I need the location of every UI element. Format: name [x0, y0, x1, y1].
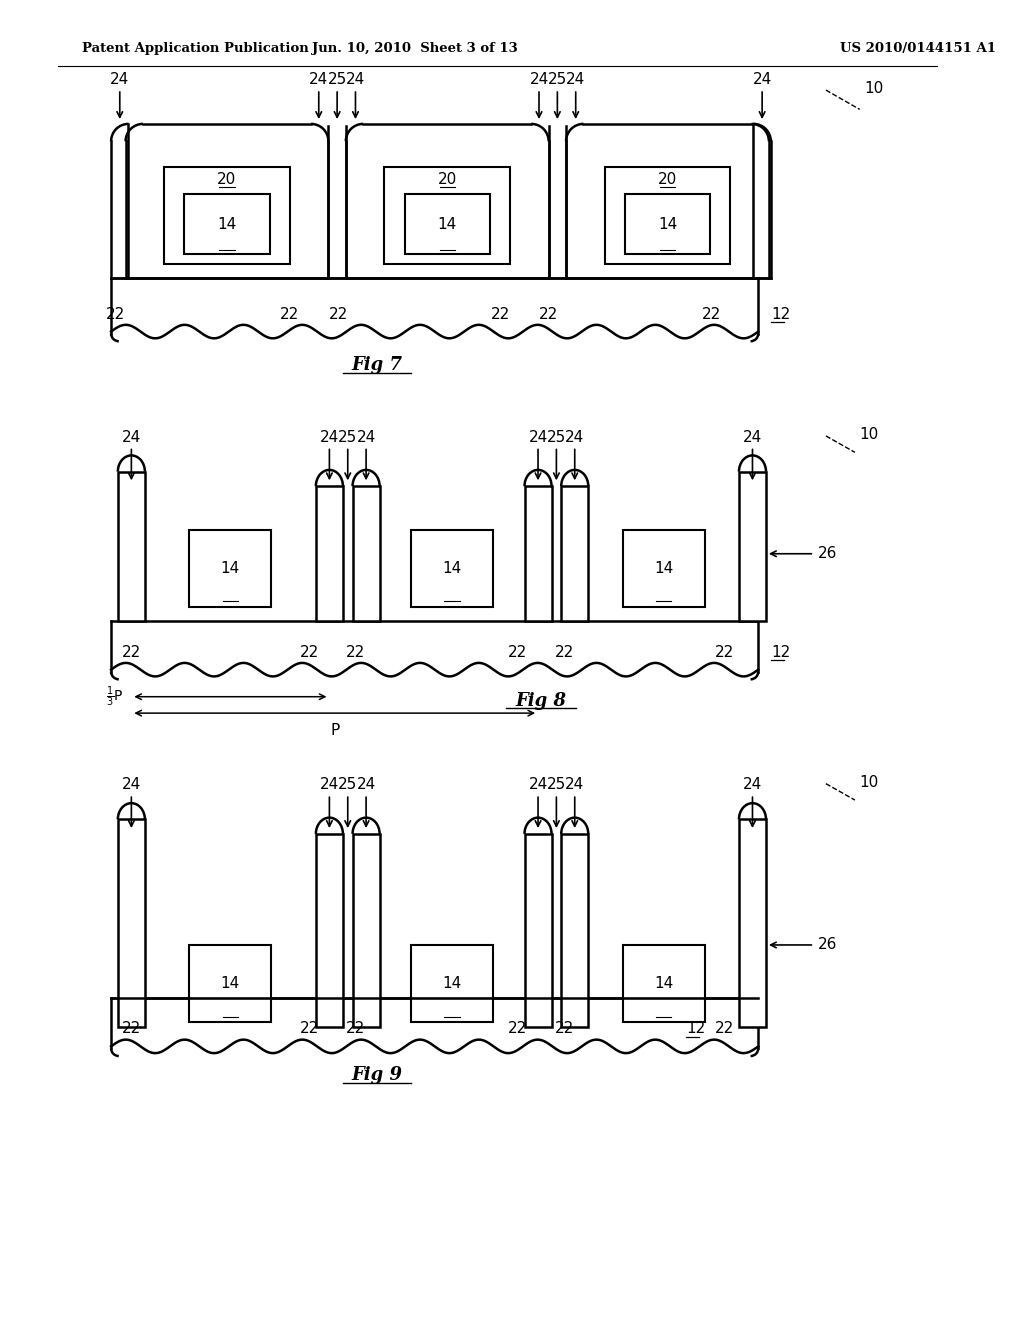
Text: 22: 22 [281, 306, 299, 322]
Text: 22: 22 [508, 644, 527, 660]
Text: 14: 14 [217, 216, 237, 232]
Bar [352, 834, 380, 1027]
Text: 25: 25 [548, 73, 567, 87]
Bar [623, 945, 705, 1022]
Text: 25: 25 [338, 777, 357, 792]
Text: 22: 22 [702, 306, 722, 322]
Text: 22: 22 [329, 306, 348, 322]
Text: Fig 7: Fig 7 [351, 356, 402, 375]
Text: 24: 24 [742, 777, 762, 792]
Bar [524, 486, 552, 622]
Bar [404, 194, 489, 255]
Text: 12: 12 [771, 306, 791, 322]
Bar [411, 945, 494, 1022]
Text: 14: 14 [442, 561, 462, 576]
Text: 22: 22 [490, 306, 510, 322]
Text: 24: 24 [528, 777, 548, 792]
Text: 22: 22 [122, 644, 141, 660]
Text: 25: 25 [338, 429, 357, 445]
Text: 14: 14 [657, 216, 677, 232]
Text: 14: 14 [221, 561, 240, 576]
Text: 24: 24 [528, 429, 548, 445]
Text: Fig 9: Fig 9 [351, 1067, 402, 1084]
Bar [118, 471, 144, 622]
Text: 24: 24 [742, 429, 762, 445]
Bar [605, 168, 730, 264]
Bar [561, 486, 588, 622]
Text: 14: 14 [437, 216, 457, 232]
Text: 22: 22 [554, 1022, 573, 1036]
Text: 24: 24 [122, 429, 141, 445]
Bar [625, 194, 710, 255]
Text: 24: 24 [566, 73, 586, 87]
Bar [184, 194, 269, 255]
Bar [739, 820, 766, 1027]
Text: 24: 24 [356, 429, 376, 445]
Text: 10: 10 [864, 81, 884, 95]
Text: 22: 22 [508, 1022, 527, 1036]
Text: 24: 24 [753, 73, 772, 87]
Bar [315, 486, 343, 622]
Bar [411, 529, 494, 607]
Text: 20: 20 [657, 173, 677, 187]
Bar [561, 834, 588, 1027]
Text: 22: 22 [539, 306, 558, 322]
Text: 24: 24 [529, 73, 549, 87]
Text: 10: 10 [860, 775, 879, 791]
Bar [189, 529, 271, 607]
Text: 14: 14 [442, 975, 462, 991]
Text: Jun. 10, 2010  Sheet 3 of 13: Jun. 10, 2010 Sheet 3 of 13 [312, 42, 518, 55]
Text: 22: 22 [122, 1022, 141, 1036]
Text: 22: 22 [106, 306, 126, 322]
Text: 25: 25 [547, 429, 566, 445]
Text: 22: 22 [346, 1022, 366, 1036]
Text: 14: 14 [654, 975, 673, 991]
Bar [352, 486, 380, 622]
Text: 14: 14 [654, 561, 673, 576]
Bar [315, 834, 343, 1027]
Text: 20: 20 [217, 173, 237, 187]
Text: 24: 24 [319, 777, 339, 792]
Bar [524, 834, 552, 1027]
Bar [164, 168, 290, 264]
Bar [623, 529, 705, 607]
Text: 14: 14 [221, 975, 240, 991]
Text: Patent Application Publication: Patent Application Publication [82, 42, 309, 55]
Text: 22: 22 [346, 644, 366, 660]
Text: 22: 22 [715, 644, 734, 660]
Text: 24: 24 [356, 777, 376, 792]
Bar [384, 168, 510, 264]
Text: 24: 24 [111, 73, 129, 87]
Text: P: P [330, 723, 339, 738]
Bar [189, 945, 271, 1022]
Text: $\frac{1}{3}$P: $\frac{1}{3}$P [105, 685, 124, 709]
Text: Fig 8: Fig 8 [515, 692, 566, 710]
Text: 26: 26 [818, 546, 838, 561]
Text: 24: 24 [346, 73, 366, 87]
Text: US 2010/0144151 A1: US 2010/0144151 A1 [841, 42, 996, 55]
Text: 24: 24 [565, 429, 585, 445]
Text: 10: 10 [860, 428, 879, 442]
Text: 24: 24 [319, 429, 339, 445]
Text: 22: 22 [299, 644, 318, 660]
Text: 22: 22 [299, 1022, 318, 1036]
Text: 20: 20 [437, 173, 457, 187]
Text: 24: 24 [309, 73, 329, 87]
Text: 22: 22 [715, 1022, 734, 1036]
Text: 26: 26 [818, 937, 838, 953]
Text: 25: 25 [547, 777, 566, 792]
Text: 24: 24 [122, 777, 141, 792]
Text: 12: 12 [771, 644, 791, 660]
Bar [739, 471, 766, 622]
Text: 25: 25 [328, 73, 347, 87]
Text: 22: 22 [554, 644, 573, 660]
Text: 24: 24 [565, 777, 585, 792]
Bar [118, 820, 144, 1027]
Text: 12: 12 [686, 1022, 706, 1036]
